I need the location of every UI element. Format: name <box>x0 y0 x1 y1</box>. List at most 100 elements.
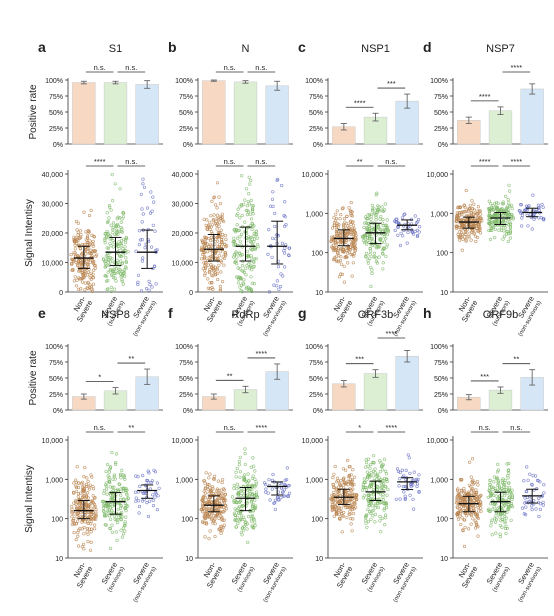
panel-h-point <box>524 505 528 509</box>
panel-b-point <box>232 239 237 243</box>
panel-b-point <box>206 263 210 267</box>
panel-f-point <box>208 515 212 519</box>
panel-f-point <box>208 529 212 533</box>
panel-c-point <box>386 228 390 232</box>
panel-b-point <box>202 217 206 221</box>
panel-f-point <box>267 478 271 482</box>
panel-b-point <box>203 273 207 277</box>
panel-g-bar-0 <box>332 383 356 411</box>
panel-d-point <box>540 202 544 207</box>
panel-c-point <box>383 223 388 227</box>
panel-g-point <box>369 511 373 515</box>
panel-e-point <box>104 523 108 527</box>
panel-g-point <box>354 496 358 500</box>
panel-a-point <box>119 225 123 230</box>
panel-f-point <box>200 508 205 512</box>
panel-g-point <box>344 468 348 472</box>
panel-b-point <box>234 250 238 254</box>
panel-a-point <box>111 269 115 273</box>
panel-h-point <box>528 472 532 476</box>
panel-h-point <box>475 522 479 527</box>
panel-g-point <box>384 469 388 473</box>
panel-a-sc-sig-0: **** <box>94 157 106 166</box>
panel-e-group-label-1: Severe(survivors) <box>97 560 126 593</box>
panel-e-point <box>110 451 114 455</box>
panel-b-point <box>238 239 242 243</box>
panel-a-point <box>110 173 114 177</box>
panel-c-point <box>413 229 417 233</box>
panel-c-point <box>335 209 339 213</box>
panel-b-point <box>236 281 241 285</box>
panel-f-point <box>213 534 217 539</box>
panel-e-point <box>125 504 130 508</box>
panel-g-point <box>383 484 387 489</box>
panel-e-point <box>85 526 90 531</box>
panel-e-bar-tick-label: 25% <box>49 392 63 399</box>
panel-b-point <box>283 224 287 228</box>
panel-b-point <box>210 199 214 203</box>
panel-d-point <box>488 228 493 232</box>
panel-g-point <box>412 470 416 474</box>
panel-a-point <box>77 276 81 280</box>
panel-e-point <box>122 486 126 491</box>
panel-f-point <box>211 485 215 489</box>
panel-g-point <box>397 484 401 488</box>
panel-a-point <box>85 273 90 277</box>
panel-a-point <box>82 210 86 214</box>
panel-d-point <box>478 231 483 235</box>
panel-a-bar-sig-0: n.s. <box>94 63 106 72</box>
panel-g-point <box>373 506 377 510</box>
panel-b-point <box>215 217 219 221</box>
panel-c-point <box>353 242 357 246</box>
panel-c-point <box>381 261 385 265</box>
panel-e-point <box>82 487 86 491</box>
panel-a-point <box>78 247 83 251</box>
panel-a-point <box>92 234 96 238</box>
panel-h-point <box>526 478 530 482</box>
panel-b-point <box>210 281 214 285</box>
panel-b-point <box>201 267 205 271</box>
panel-a-bar-tick-label: 25% <box>49 126 63 133</box>
panel-b-point <box>243 198 247 202</box>
panel-f-point <box>219 514 223 518</box>
panel-g-group-label-0: Non-Severe <box>328 560 355 590</box>
panel-a-point <box>114 224 118 228</box>
panel-d-sc-sig-0: **** <box>479 157 491 166</box>
panel-h-point <box>509 491 513 496</box>
panel-c-sc-sig-1: n.s. <box>385 157 397 166</box>
panel-a-point <box>79 261 83 265</box>
panel-e-point <box>107 510 111 514</box>
panel-g-point <box>368 466 372 470</box>
panel-f-point <box>209 517 214 521</box>
panel-a-point <box>79 263 84 267</box>
panel-f-point <box>222 510 226 514</box>
panel-e-point <box>118 483 122 487</box>
panel-d-point <box>501 237 505 241</box>
panel-d-point <box>455 211 459 215</box>
panel-a-point <box>105 211 109 215</box>
panel-g-point <box>379 465 384 469</box>
panel-a-point <box>91 276 95 280</box>
panel-d-point <box>488 221 492 225</box>
panel-f-point <box>264 490 268 494</box>
panel-c-point <box>345 230 350 234</box>
panel-d-point <box>496 223 500 227</box>
panel-a-point <box>121 215 126 219</box>
panel-a-point <box>148 283 152 287</box>
panel-e-point <box>76 511 80 516</box>
panel-e-bar-tick-label: 100% <box>45 344 63 351</box>
panel-g-point <box>346 479 350 483</box>
panel-b-point <box>250 268 254 272</box>
panel-h-point <box>459 489 464 493</box>
panel-f-point <box>236 492 240 496</box>
panel-h-point <box>474 488 478 492</box>
panel-b-point <box>240 290 244 294</box>
panel-a-point <box>90 254 94 258</box>
panel-f-point <box>202 479 207 483</box>
panel-h-point <box>507 471 511 475</box>
panel-g-letter: g <box>298 305 307 321</box>
panel-b-point <box>201 252 205 257</box>
panel-f-point <box>264 487 268 491</box>
panel-f-point <box>245 527 249 531</box>
panel-d-bar-tick-label: 0% <box>438 142 448 149</box>
